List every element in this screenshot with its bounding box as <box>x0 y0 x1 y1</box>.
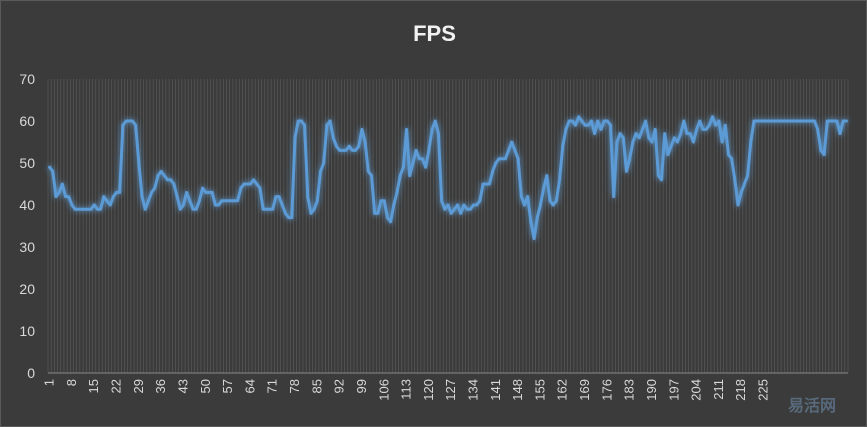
y-tick-label: 50 <box>19 155 35 171</box>
x-tick-label: 225 <box>756 379 771 401</box>
y-tick-label: 20 <box>19 281 35 297</box>
x-tick-label: 1 <box>42 379 57 386</box>
x-tick-label: 141 <box>488 379 503 401</box>
x-tick-label: 169 <box>577 379 592 401</box>
x-tick-label: 113 <box>399 379 414 400</box>
x-tick-label: 78 <box>287 379 302 393</box>
x-tick-label: 204 <box>689 379 704 401</box>
x-tick-label: 50 <box>198 379 213 393</box>
x-tick-label: 127 <box>443 379 458 401</box>
x-tick-label: 218 <box>733 379 748 401</box>
y-axis-labels: 0 10 20 30 40 50 60 70 <box>19 71 35 381</box>
x-tick-label: 176 <box>599 379 614 401</box>
x-tick-label: 92 <box>332 379 347 393</box>
vertical-gridlines <box>47 79 849 373</box>
x-tick-label: 162 <box>555 379 570 401</box>
x-tick-label: 8 <box>64 379 79 386</box>
x-tick-label: 29 <box>131 379 146 393</box>
y-tick-label: 10 <box>19 323 35 339</box>
x-tick-label: 211 <box>711 379 726 400</box>
watermark-logo: 易活网 <box>787 396 836 415</box>
x-tick-label: 148 <box>510 379 525 401</box>
x-tick-label: 57 <box>220 379 235 393</box>
x-tick-label: 64 <box>242 379 257 393</box>
x-tick-label: 155 <box>532 379 547 401</box>
x-tick-label: 43 <box>175 379 190 393</box>
y-tick-label: 70 <box>19 71 35 87</box>
y-tick-label: 30 <box>19 239 35 255</box>
x-tick-label: 71 <box>265 379 280 393</box>
y-tick-label: 0 <box>27 365 35 381</box>
x-tick-label: 22 <box>109 379 124 393</box>
chart-title: FPS <box>413 21 456 46</box>
series-line-fps <box>48 115 848 241</box>
x-tick-label: 197 <box>666 379 681 401</box>
x-tick-label: 190 <box>644 379 659 401</box>
x-axis-labels: 1 8 15 22 29 36 43 50 57 64 71 78 85 92 99 106 113 120 127… <box>42 379 771 401</box>
x-tick-label: 183 <box>622 379 637 401</box>
x-tick-label: 85 <box>309 379 324 393</box>
x-tick-label: 106 <box>376 379 391 401</box>
y-tick-label: 60 <box>19 113 35 129</box>
x-tick-label: 134 <box>465 379 480 401</box>
x-tick-label: 15 <box>86 379 101 393</box>
x-tick-label: 99 <box>354 379 369 393</box>
x-tick-label: 120 <box>421 379 436 401</box>
y-tick-label: 40 <box>19 197 35 213</box>
x-tick-label: 36 <box>153 379 168 393</box>
